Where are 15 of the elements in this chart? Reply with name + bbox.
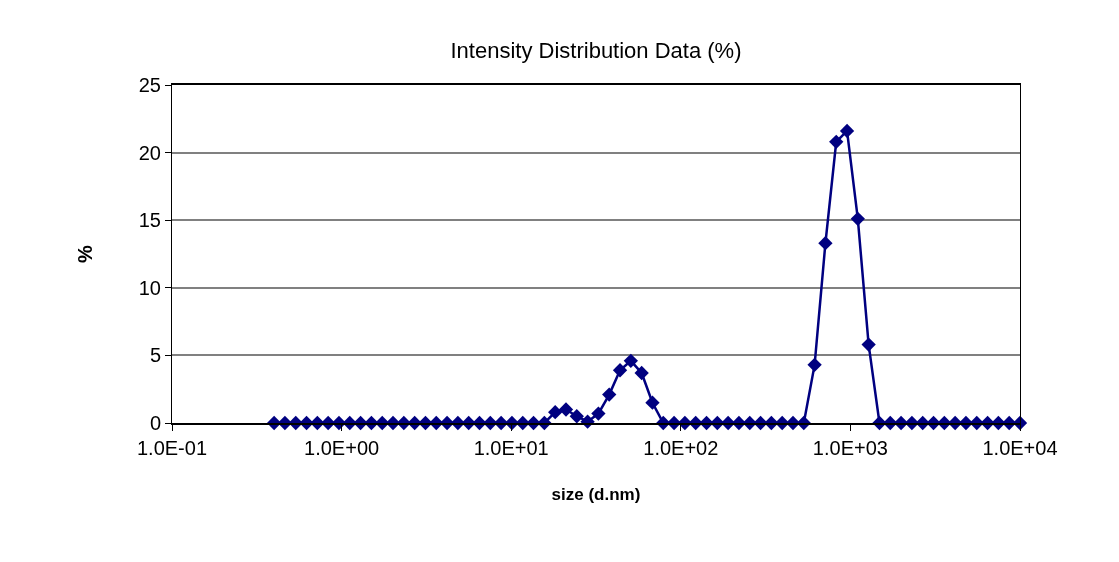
x-tick-label: 1.0E-01 xyxy=(136,437,208,459)
chart-title: Intensity Distribution Data (%) xyxy=(450,37,742,63)
x-tick-label: 1.0E+02 xyxy=(643,437,719,459)
y-tick-label: 15 xyxy=(138,209,161,232)
y-tick-label: 0 xyxy=(149,412,161,434)
x-axis-title: size (d.nm) xyxy=(551,484,641,504)
x-tick-label: 1.0E+00 xyxy=(304,437,380,459)
y-tick-label: 25 xyxy=(138,74,161,96)
x-tick-label: 1.0E+04 xyxy=(982,437,1058,459)
y-tick-label: 5 xyxy=(149,344,161,367)
y-tick-label: 10 xyxy=(138,276,161,299)
x-tick-label: 1.0E+01 xyxy=(473,437,549,459)
x-tick-label: 1.0E+03 xyxy=(812,437,888,459)
y-axis-title: % xyxy=(74,244,97,263)
y-tick-label: 20 xyxy=(138,141,161,164)
